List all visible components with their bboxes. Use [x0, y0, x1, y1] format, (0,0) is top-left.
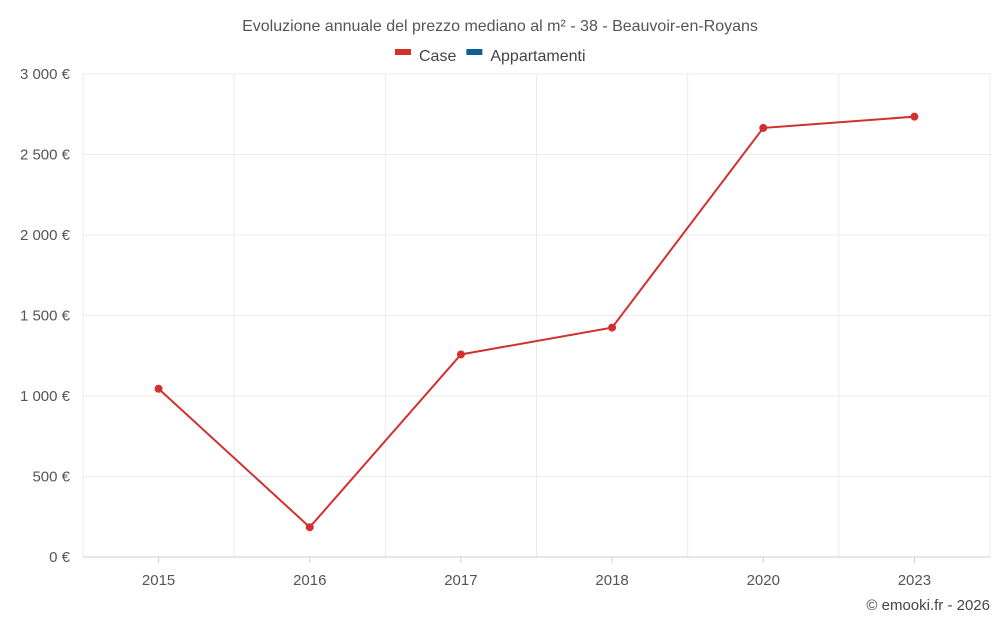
credit-text: © emooki.fr - 2026 [866, 597, 990, 614]
line-chart: Evoluzione annuale del prezzo mediano al… [0, 0, 1000, 625]
x-tick-label: 2023 [898, 572, 931, 589]
y-tick-label: 2 500 € [20, 147, 71, 164]
data-point[interactable] [457, 350, 465, 358]
data-point[interactable] [306, 523, 314, 531]
x-tick-label: 2020 [747, 572, 780, 589]
y-tick-label: 1 000 € [20, 388, 71, 405]
y-tick-label: 1 500 € [20, 308, 71, 325]
x-tick-label: 2018 [595, 572, 628, 589]
grid [83, 74, 990, 557]
x-axis-ticks: 2015 2016 2017 2018 2020 2023 [142, 557, 931, 589]
x-tick-label: 2015 [142, 572, 175, 589]
legend-label-case[interactable]: Case [419, 48, 456, 65]
y-tick-label: 0 € [49, 549, 71, 566]
y-axis-ticks: 0 € 500 € 1 000 € 1 500 € 2 000 € 2 500 € 3 00… [20, 66, 71, 566]
data-point[interactable] [155, 385, 163, 393]
data-point[interactable] [759, 124, 767, 132]
data-point[interactable] [608, 324, 616, 332]
x-tick-label: 2017 [444, 572, 477, 589]
y-tick-label: 500 € [32, 469, 70, 486]
legend-swatch-appartamenti [466, 49, 482, 55]
y-tick-label: 2 000 € [20, 227, 71, 244]
y-tick-label: 3 000 € [20, 66, 71, 83]
legend: Case Appartamenti [395, 48, 586, 65]
chart-title: Evoluzione annuale del prezzo mediano al… [242, 18, 758, 35]
data-point[interactable] [910, 113, 918, 121]
legend-swatch-case [395, 49, 411, 55]
x-tick-label: 2016 [293, 572, 326, 589]
legend-label-appartamenti[interactable]: Appartamenti [490, 48, 585, 65]
